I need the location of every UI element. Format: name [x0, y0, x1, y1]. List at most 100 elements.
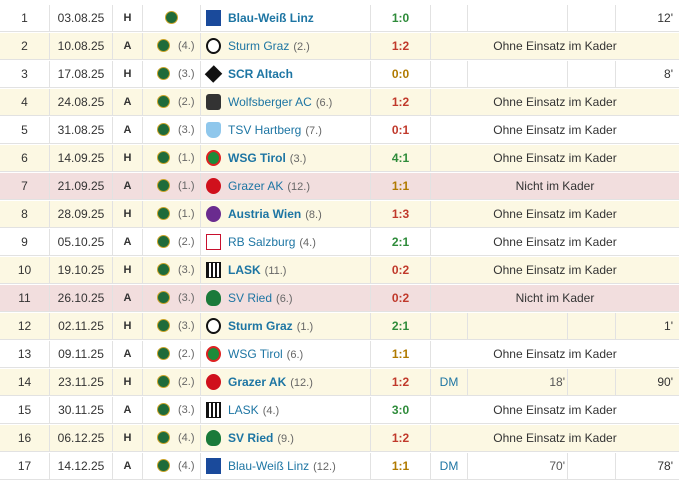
match-row[interactable]: 1 03.08.25 H Blau-Weiß Linz 1:0 12' [0, 5, 679, 32]
opponent-cell[interactable]: Sturm Graz (1.) [201, 313, 371, 340]
opponent-name[interactable]: Wolfsberger AC [228, 95, 312, 109]
opponent-crest-icon [206, 262, 221, 278]
opponent-link[interactable]: WSG Tirol (3.) [228, 145, 306, 173]
match-row[interactable]: 12 02.11.25 H (3.) Sturm Graz (1.) 2:1 1' [0, 313, 679, 340]
opponent-name[interactable]: LASK [228, 263, 261, 277]
opponent-name[interactable]: Sturm Graz [228, 319, 293, 333]
opponent-cell[interactable]: SV Ried (6.) [201, 285, 371, 312]
opponent-name[interactable]: Grazer AK [228, 179, 284, 193]
matchday-number: 2 [0, 33, 50, 60]
substitution-minute: 18' [549, 375, 565, 389]
match-result[interactable]: 1:2 [371, 33, 431, 60]
opponent-name[interactable]: SV Ried [228, 431, 274, 445]
opponent-cell[interactable]: SV Ried (9.) [201, 425, 371, 452]
opponent-cell[interactable]: Blau-Weiß Linz (12.) [201, 453, 371, 480]
match-result[interactable]: 0:0 [371, 61, 431, 88]
match-result[interactable]: 1:3 [371, 201, 431, 228]
opponent-cell[interactable]: SCR Altach [201, 61, 371, 88]
match-row[interactable]: 4 24.08.25 A (2.) Wolfsberger AC (6.) 1:2 Ohne … [0, 89, 679, 116]
opponent-name[interactable]: Blau-Weiß Linz [228, 11, 314, 25]
opponent-link[interactable]: WSG Tirol (6.) [228, 341, 303, 369]
opponent-cell[interactable]: LASK (11.) [201, 257, 371, 284]
match-row[interactable]: 3 17.08.25 H (3.) SCR Altach 0:0 8' [0, 61, 679, 88]
opponent-name[interactable]: Austria Wien [228, 207, 302, 221]
opponent-cell[interactable]: LASK (4.) [201, 397, 371, 424]
player-position[interactable]: DM [439, 375, 459, 389]
opponent-table-position: (4.) [262, 405, 280, 417]
opponent-cell[interactable]: Grazer AK (12.) [201, 173, 371, 200]
match-date: 26.10.25 [50, 285, 113, 312]
match-result[interactable]: 2:1 [371, 313, 431, 340]
opponent-cell[interactable]: Blau-Weiß Linz [201, 5, 371, 32]
match-result[interactable]: 2:1 [371, 229, 431, 256]
match-result[interactable]: 0:2 [371, 257, 431, 284]
opponent-name[interactable]: Grazer AK [228, 375, 287, 389]
match-result[interactable]: 1:2 [371, 425, 431, 452]
match-row[interactable]: 13 09.11.25 A (2.) WSG Tirol (6.) 1:1 Ohne Eins… [0, 341, 679, 368]
opponent-cell[interactable]: Austria Wien (8.) [201, 201, 371, 228]
match-row[interactable]: 17 14.12.25 A (4.) Blau-Weiß Linz (12.) 1:1 DM 7… [0, 453, 679, 480]
opponent-cell[interactable]: WSG Tirol (3.) [201, 145, 371, 172]
match-row[interactable]: 14 23.11.25 H (2.) Grazer AK (12.) 1:2 DM 18' 90' [0, 369, 679, 396]
match-row[interactable]: 8 28.09.25 H (1.) Austria Wien (8.) 1:3 Ohne Ei… [0, 201, 679, 228]
opponent-link[interactable]: Austria Wien (8.) [228, 201, 322, 229]
opponent-name[interactable]: Sturm Graz [228, 39, 290, 53]
match-row[interactable]: 16 06.12.25 H (4.) SV Ried (9.) 1:2 Ohne Einsat… [0, 425, 679, 452]
match-result[interactable]: 0:1 [371, 117, 431, 144]
player-position[interactable] [431, 313, 467, 340]
opponent-link[interactable]: SCR Altach [228, 61, 297, 89]
opponent-link[interactable]: Blau-Weiß Linz [228, 5, 318, 33]
club-crest-icon [157, 319, 170, 332]
opponent-link[interactable]: SV Ried (6.) [228, 285, 293, 313]
opponent-cell[interactable]: Grazer AK (12.) [201, 369, 371, 396]
opponent-cell[interactable]: Sturm Graz (2.) [201, 33, 371, 60]
opponent-link[interactable]: Wolfsberger AC (6.) [228, 89, 332, 117]
opponent-cell[interactable]: TSV Hartberg (7.) [201, 117, 371, 144]
match-row[interactable]: 11 26.10.25 A (3.) SV Ried (6.) 0:2 Nicht im Ka… [0, 285, 679, 312]
opponent-link[interactable]: Blau-Weiß Linz (12.) [228, 453, 336, 481]
opponent-name[interactable]: WSG Tirol [228, 347, 283, 361]
match-result[interactable]: 1:1 [371, 173, 431, 200]
player-position[interactable] [431, 61, 467, 88]
match-result[interactable]: 1:0 [371, 5, 431, 32]
opponent-name[interactable]: TSV Hartberg [228, 123, 302, 137]
opponent-cell[interactable]: RB Salzburg (4.) [201, 229, 371, 256]
match-row[interactable]: 2 10.08.25 A (4.) Sturm Graz (2.) 1:2 Ohne Eins… [0, 33, 679, 60]
opponent-name[interactable]: SV Ried [228, 291, 273, 305]
match-result[interactable]: 1:2 [371, 369, 431, 396]
player-position[interactable] [431, 5, 467, 32]
opponent-name[interactable]: Blau-Weiß Linz [228, 459, 310, 473]
opponent-link[interactable]: TSV Hartberg (7.) [228, 117, 322, 145]
opponent-link[interactable]: Sturm Graz (2.) [228, 33, 310, 61]
opponent-link[interactable]: RB Salzburg (4.) [228, 229, 316, 257]
match-row[interactable]: 15 30.11.25 A (3.) LASK (4.) 3:0 Ohne Einsatz i… [0, 397, 679, 424]
opponent-name[interactable]: WSG Tirol [228, 151, 286, 165]
opponent-link[interactable]: Grazer AK (12.) [228, 173, 310, 201]
squad-status-note: Ohne Einsatz im Kader [493, 431, 617, 445]
match-row[interactable]: 6 14.09.25 H (1.) WSG Tirol (3.) 4:1 Ohne Einsa… [0, 145, 679, 172]
opponent-crest-icon [206, 402, 221, 418]
opponent-link[interactable]: LASK (4.) [228, 397, 279, 425]
match-result[interactable]: 1:2 [371, 89, 431, 116]
opponent-name[interactable]: RB Salzburg [228, 235, 296, 249]
opponent-link[interactable]: Sturm Graz (1.) [228, 313, 313, 341]
match-row[interactable]: 9 05.10.25 A (2.) RB Salzburg (4.) 2:1 Ohne Ein… [0, 229, 679, 256]
opponent-name[interactable]: SCR Altach [228, 67, 293, 81]
opponent-cell[interactable]: Wolfsberger AC (6.) [201, 89, 371, 116]
player-position[interactable]: DM [439, 459, 459, 473]
match-row[interactable]: 10 19.10.25 H (3.) LASK (11.) 0:2 Ohne Einsatz … [0, 257, 679, 284]
opponent-link[interactable]: SV Ried (9.) [228, 425, 294, 453]
opponent-cell[interactable]: WSG Tirol (6.) [201, 341, 371, 368]
opponent-link[interactable]: LASK (11.) [228, 257, 286, 285]
match-result[interactable]: 0:2 [371, 285, 431, 312]
match-result[interactable]: 1:1 [371, 341, 431, 368]
opponent-link[interactable]: Grazer AK (12.) [228, 369, 313, 397]
match-row[interactable]: 7 21.09.25 A (1.) Grazer AK (12.) 1:1 Nicht im … [0, 173, 679, 200]
match-result[interactable]: 4:1 [371, 145, 431, 172]
match-result[interactable]: 1:1 [371, 453, 431, 480]
match-row[interactable]: 5 31.08.25 A (3.) TSV Hartberg (7.) 0:1 Ohne Ei… [0, 117, 679, 144]
opponent-table-position: (12.) [290, 377, 313, 389]
match-result[interactable]: 3:0 [371, 397, 431, 424]
opponent-name[interactable]: LASK [228, 403, 259, 417]
opponent-table-position: (12.) [313, 461, 336, 473]
